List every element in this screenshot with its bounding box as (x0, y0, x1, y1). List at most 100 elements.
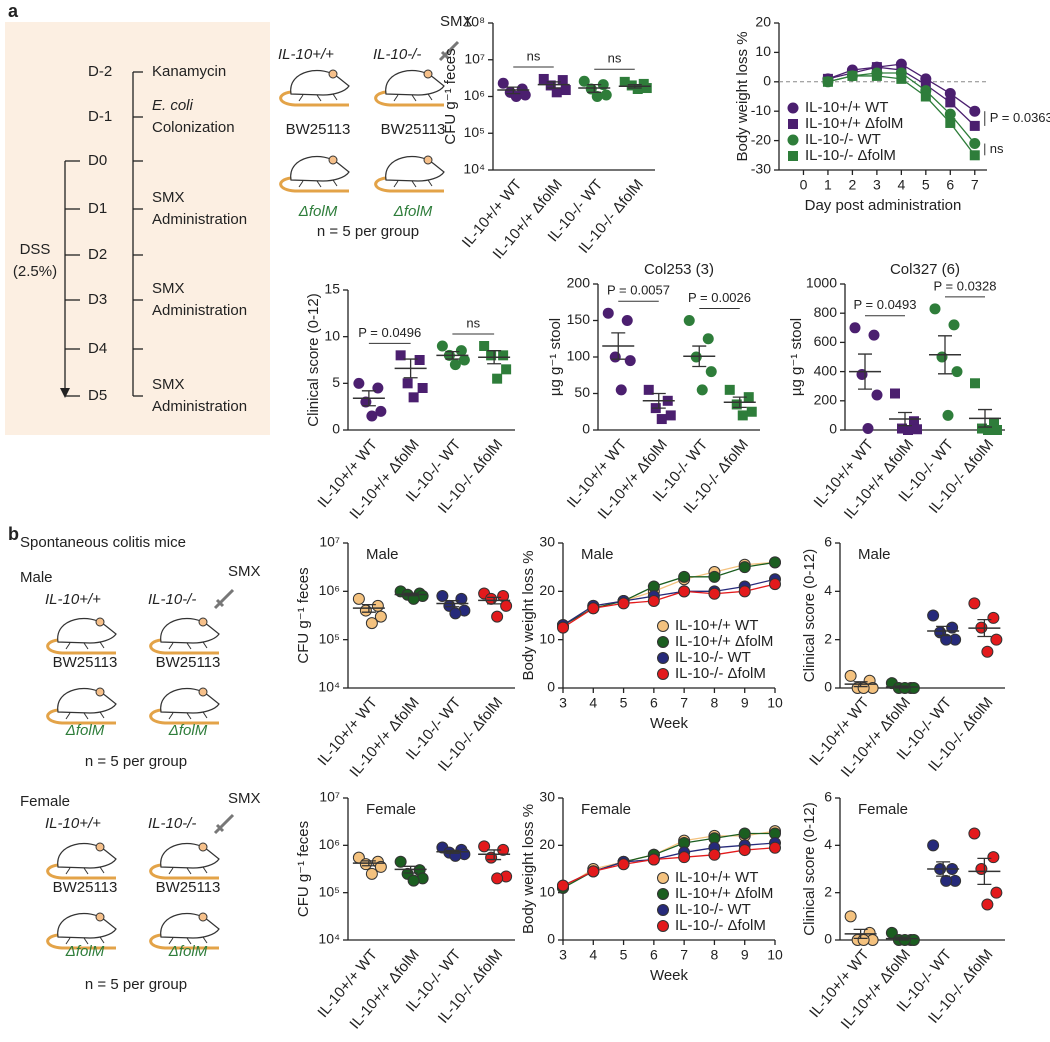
data-point (968, 597, 981, 610)
data-point (510, 91, 522, 102)
sex-label: Male (20, 569, 53, 586)
data-point (394, 855, 407, 868)
data-point (743, 392, 754, 403)
data-point (944, 108, 956, 120)
data-point (626, 80, 637, 91)
data-point (538, 73, 549, 84)
data-point (641, 83, 652, 94)
data-point (587, 602, 600, 615)
drug-label: SMX (228, 563, 261, 580)
data-point (969, 138, 981, 150)
data-point (942, 409, 954, 421)
mouse-ear (328, 69, 338, 79)
y-tick-label: 20 (755, 14, 771, 30)
mouse-body (290, 156, 350, 182)
data-point (617, 597, 630, 610)
legend-marker (657, 652, 669, 664)
data-point (969, 150, 980, 161)
data-point (871, 389, 883, 401)
mouse-body (160, 913, 220, 939)
chart-title: Female (581, 801, 631, 818)
drug-label: SMX (228, 790, 261, 807)
data-point (856, 369, 868, 381)
mouse-body (57, 688, 117, 714)
x-tick-label: 10 (767, 947, 783, 963)
data-point (417, 383, 428, 393)
legend-label: IL-10+/+ WT (805, 99, 888, 116)
data-point (545, 80, 556, 91)
data-point (402, 378, 413, 389)
data-point (968, 827, 981, 840)
error-bar (361, 860, 376, 867)
error-bar (487, 350, 502, 365)
y-tick-label: 30 (539, 789, 555, 805)
comparison-label: P = 0.0026 (688, 290, 751, 305)
mouse-body (57, 618, 117, 644)
error-bar (853, 928, 868, 939)
y-tick-label: 10⁷ (319, 534, 340, 550)
error-bar (403, 592, 418, 597)
data-point (927, 609, 940, 622)
x-tick-label: 7 (971, 177, 979, 193)
data-point (374, 610, 387, 623)
x-tick-label: 3 (559, 947, 567, 963)
data-point (769, 556, 781, 569)
genotype-label: IL-10-/- (148, 591, 196, 608)
x-tick-label: 6 (650, 695, 658, 711)
y-axis-label: µg g⁻¹ stool (788, 318, 805, 396)
data-point (738, 585, 751, 598)
data-point (738, 827, 751, 840)
chart-title: Female (858, 801, 908, 818)
y-tick-label: 20 (539, 582, 555, 598)
mouse-feet (168, 711, 208, 720)
data-point (366, 410, 378, 422)
data-point (738, 844, 751, 857)
y-tick-label: 50 (574, 384, 590, 400)
mouse-tail (149, 863, 219, 880)
y-axis-label: Body weight loss % (520, 550, 537, 680)
dss-arrow (60, 388, 70, 398)
data-point (485, 592, 498, 605)
data-point (408, 392, 419, 403)
data-point (769, 841, 781, 854)
y-axis-label: Body weight loss % (520, 804, 537, 934)
y-tick-label: 4 (824, 836, 832, 852)
y-tick-label: 10 (324, 327, 340, 343)
error-bar (651, 392, 666, 409)
data-point (557, 879, 569, 892)
data-point (647, 853, 660, 866)
x-axis-label: Week (650, 967, 689, 984)
mouse-feet (393, 179, 433, 188)
data-point (458, 354, 470, 366)
error-bar (977, 857, 992, 886)
mouse-body (385, 156, 445, 182)
strain-label: BW25113 (156, 879, 221, 896)
data-point (619, 76, 630, 87)
data-point (871, 62, 882, 73)
data-point (990, 886, 1003, 899)
day-label: D-2 (88, 63, 112, 80)
comparison-label: ns (466, 315, 480, 330)
mouse-body (385, 70, 445, 96)
data-point (455, 592, 468, 605)
error-bar (546, 81, 561, 89)
y-tick-label: 10⁷ (464, 50, 485, 66)
x-axis-label: Day post administration (805, 197, 962, 214)
mouse-feet (65, 711, 105, 720)
data-point (492, 373, 503, 384)
y-tick-label: 400 (814, 362, 838, 378)
legend-label: IL-10-/- ΔfolM (675, 917, 766, 934)
mouse-feet (168, 866, 208, 875)
y-tick-label: 4 (824, 582, 832, 598)
y-tick-label: 10⁷ (319, 789, 340, 805)
data-point (375, 405, 387, 417)
y-tick-label: 10⁶ (319, 582, 340, 598)
data-point (560, 85, 571, 96)
mouse-feet (65, 936, 105, 945)
event-label: Kanamycin (152, 63, 226, 80)
data-point (969, 105, 981, 117)
mouse-body (57, 913, 117, 939)
legend-label: IL-10-/- WT (805, 131, 881, 148)
x-tick-label: 6 (650, 947, 658, 963)
data-point (683, 315, 695, 326)
